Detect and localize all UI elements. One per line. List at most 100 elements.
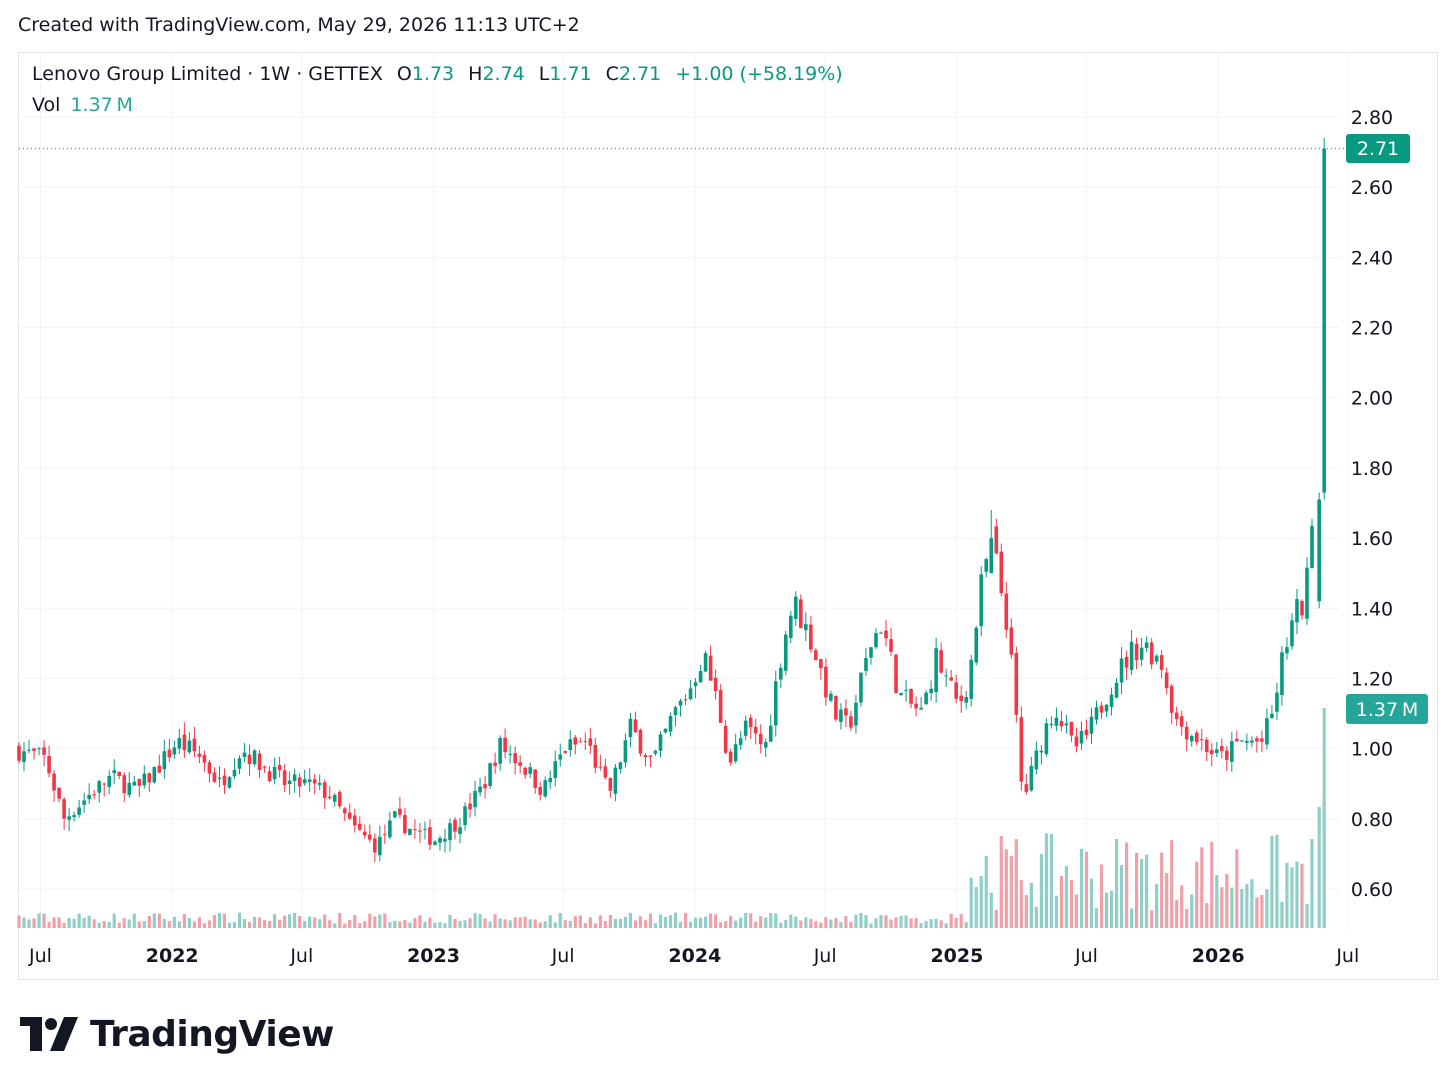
volume-bar: [493, 914, 497, 928]
candle-body: [403, 814, 407, 834]
candle-body: [242, 752, 247, 758]
volume-bar: [944, 923, 948, 928]
candle-body: [413, 829, 417, 831]
volume-bar: [1140, 859, 1144, 928]
candle-body: [834, 695, 838, 720]
candle-body: [889, 639, 893, 652]
candle-body: [157, 765, 162, 773]
volume-bar: [1145, 854, 1149, 928]
candle-body: [332, 794, 337, 802]
y-tick-label: 0.80: [1351, 809, 1393, 831]
candle-body: [408, 828, 412, 836]
candle-body: [899, 692, 903, 696]
volume-bar: [543, 921, 547, 928]
volume-bar: [117, 922, 121, 928]
volume-bar: [989, 892, 993, 928]
candle-body: [869, 647, 873, 658]
candle-body: [327, 796, 332, 799]
candle-body: [668, 716, 673, 732]
candle-body: [458, 827, 462, 834]
volume-bar: [1190, 894, 1194, 928]
volume-bar: [498, 918, 502, 928]
candle-body: [1194, 732, 1199, 743]
volume-bar: [999, 836, 1003, 928]
volume-bar: [293, 912, 297, 928]
volume-bar: [172, 916, 176, 928]
candle-body: [222, 775, 227, 786]
volume-bar: [1225, 873, 1229, 928]
x-tick-label: Jul: [28, 945, 52, 967]
tradingview-logo[interactable]: TradingView: [20, 1014, 334, 1055]
volume-bar: [869, 923, 873, 928]
candle-body: [388, 820, 392, 838]
candle-body: [373, 838, 377, 853]
volume-bar: [67, 917, 71, 928]
candle-body: [182, 734, 187, 751]
volume-bar: [1275, 835, 1279, 928]
candle-body: [247, 754, 252, 765]
x-tick-label: Jul: [813, 945, 837, 967]
volume-bar: [157, 913, 161, 928]
candle-body: [573, 737, 578, 745]
candle-body: [1174, 712, 1179, 720]
volume-bar: [227, 922, 232, 928]
candle-body: [102, 783, 106, 785]
candle-body: [393, 811, 397, 818]
candle-body: [1169, 685, 1174, 713]
candle-body: [67, 816, 71, 820]
candle-body: [603, 766, 608, 778]
candle-body: [518, 762, 522, 766]
candle-body: [788, 615, 793, 639]
candle-body: [874, 633, 878, 648]
time-axis[interactable]: Jul 2022 Jul 2023 Jul 2024 Jul 2025 Jul 2026 Jul: [28, 945, 1359, 967]
volume-bar: [257, 917, 262, 928]
volume-bar: [1300, 863, 1304, 928]
volume-bar: [278, 919, 282, 928]
candle-body: [1225, 750, 1229, 760]
candle-body: [17, 745, 21, 761]
candle-body: [1164, 672, 1169, 689]
candle-body: [819, 659, 823, 669]
candle-body: [1317, 499, 1321, 602]
volume-bar: [1019, 880, 1023, 928]
volume-bar: [428, 917, 432, 928]
volume-bar: [313, 917, 317, 928]
volume-bar: [1024, 895, 1028, 928]
candle-body: [187, 740, 192, 753]
volume-bar: [1084, 851, 1089, 928]
volume-value: 1.37 M: [70, 94, 133, 116]
candle-body: [538, 787, 543, 795]
volume-bar: [1295, 861, 1299, 928]
candle-body: [1290, 620, 1294, 647]
volume-bar: [563, 920, 567, 928]
volume-bar: [272, 914, 277, 928]
volume-bar: [1099, 864, 1104, 928]
volume-bar: [688, 921, 693, 928]
volume-bar: [703, 916, 708, 928]
volume-bar: [859, 913, 863, 928]
volume-bar: [698, 917, 703, 928]
candle-body: [478, 786, 482, 793]
candle-body: [1089, 716, 1094, 734]
volume-bar: [288, 914, 292, 928]
candle-body: [207, 762, 212, 774]
candle-body: [1149, 642, 1154, 665]
volume-bar: [984, 855, 988, 928]
x-tick-label: 2025: [930, 945, 983, 967]
y-tick-label: 2.40: [1351, 247, 1393, 269]
volume-bar: [298, 915, 302, 928]
volume-bar: [1215, 875, 1219, 928]
candle-body: [543, 780, 548, 797]
candle-body: [197, 753, 202, 757]
candle-body: [267, 771, 272, 782]
volume-bar: [262, 920, 267, 928]
volume-bar: [683, 912, 688, 928]
candle-body: [1074, 736, 1079, 747]
candle-body: [999, 551, 1004, 594]
price-axis[interactable]: 0.60 0.80 1.00 1.20 1.40 1.60 1.80 2.00 2.20 2.40…: [1351, 107, 1393, 901]
candle-body: [1199, 739, 1204, 741]
candle-body: [357, 823, 362, 830]
volume-bar: [378, 914, 382, 928]
change-value: +1.00 (+58.19%): [675, 63, 843, 85]
